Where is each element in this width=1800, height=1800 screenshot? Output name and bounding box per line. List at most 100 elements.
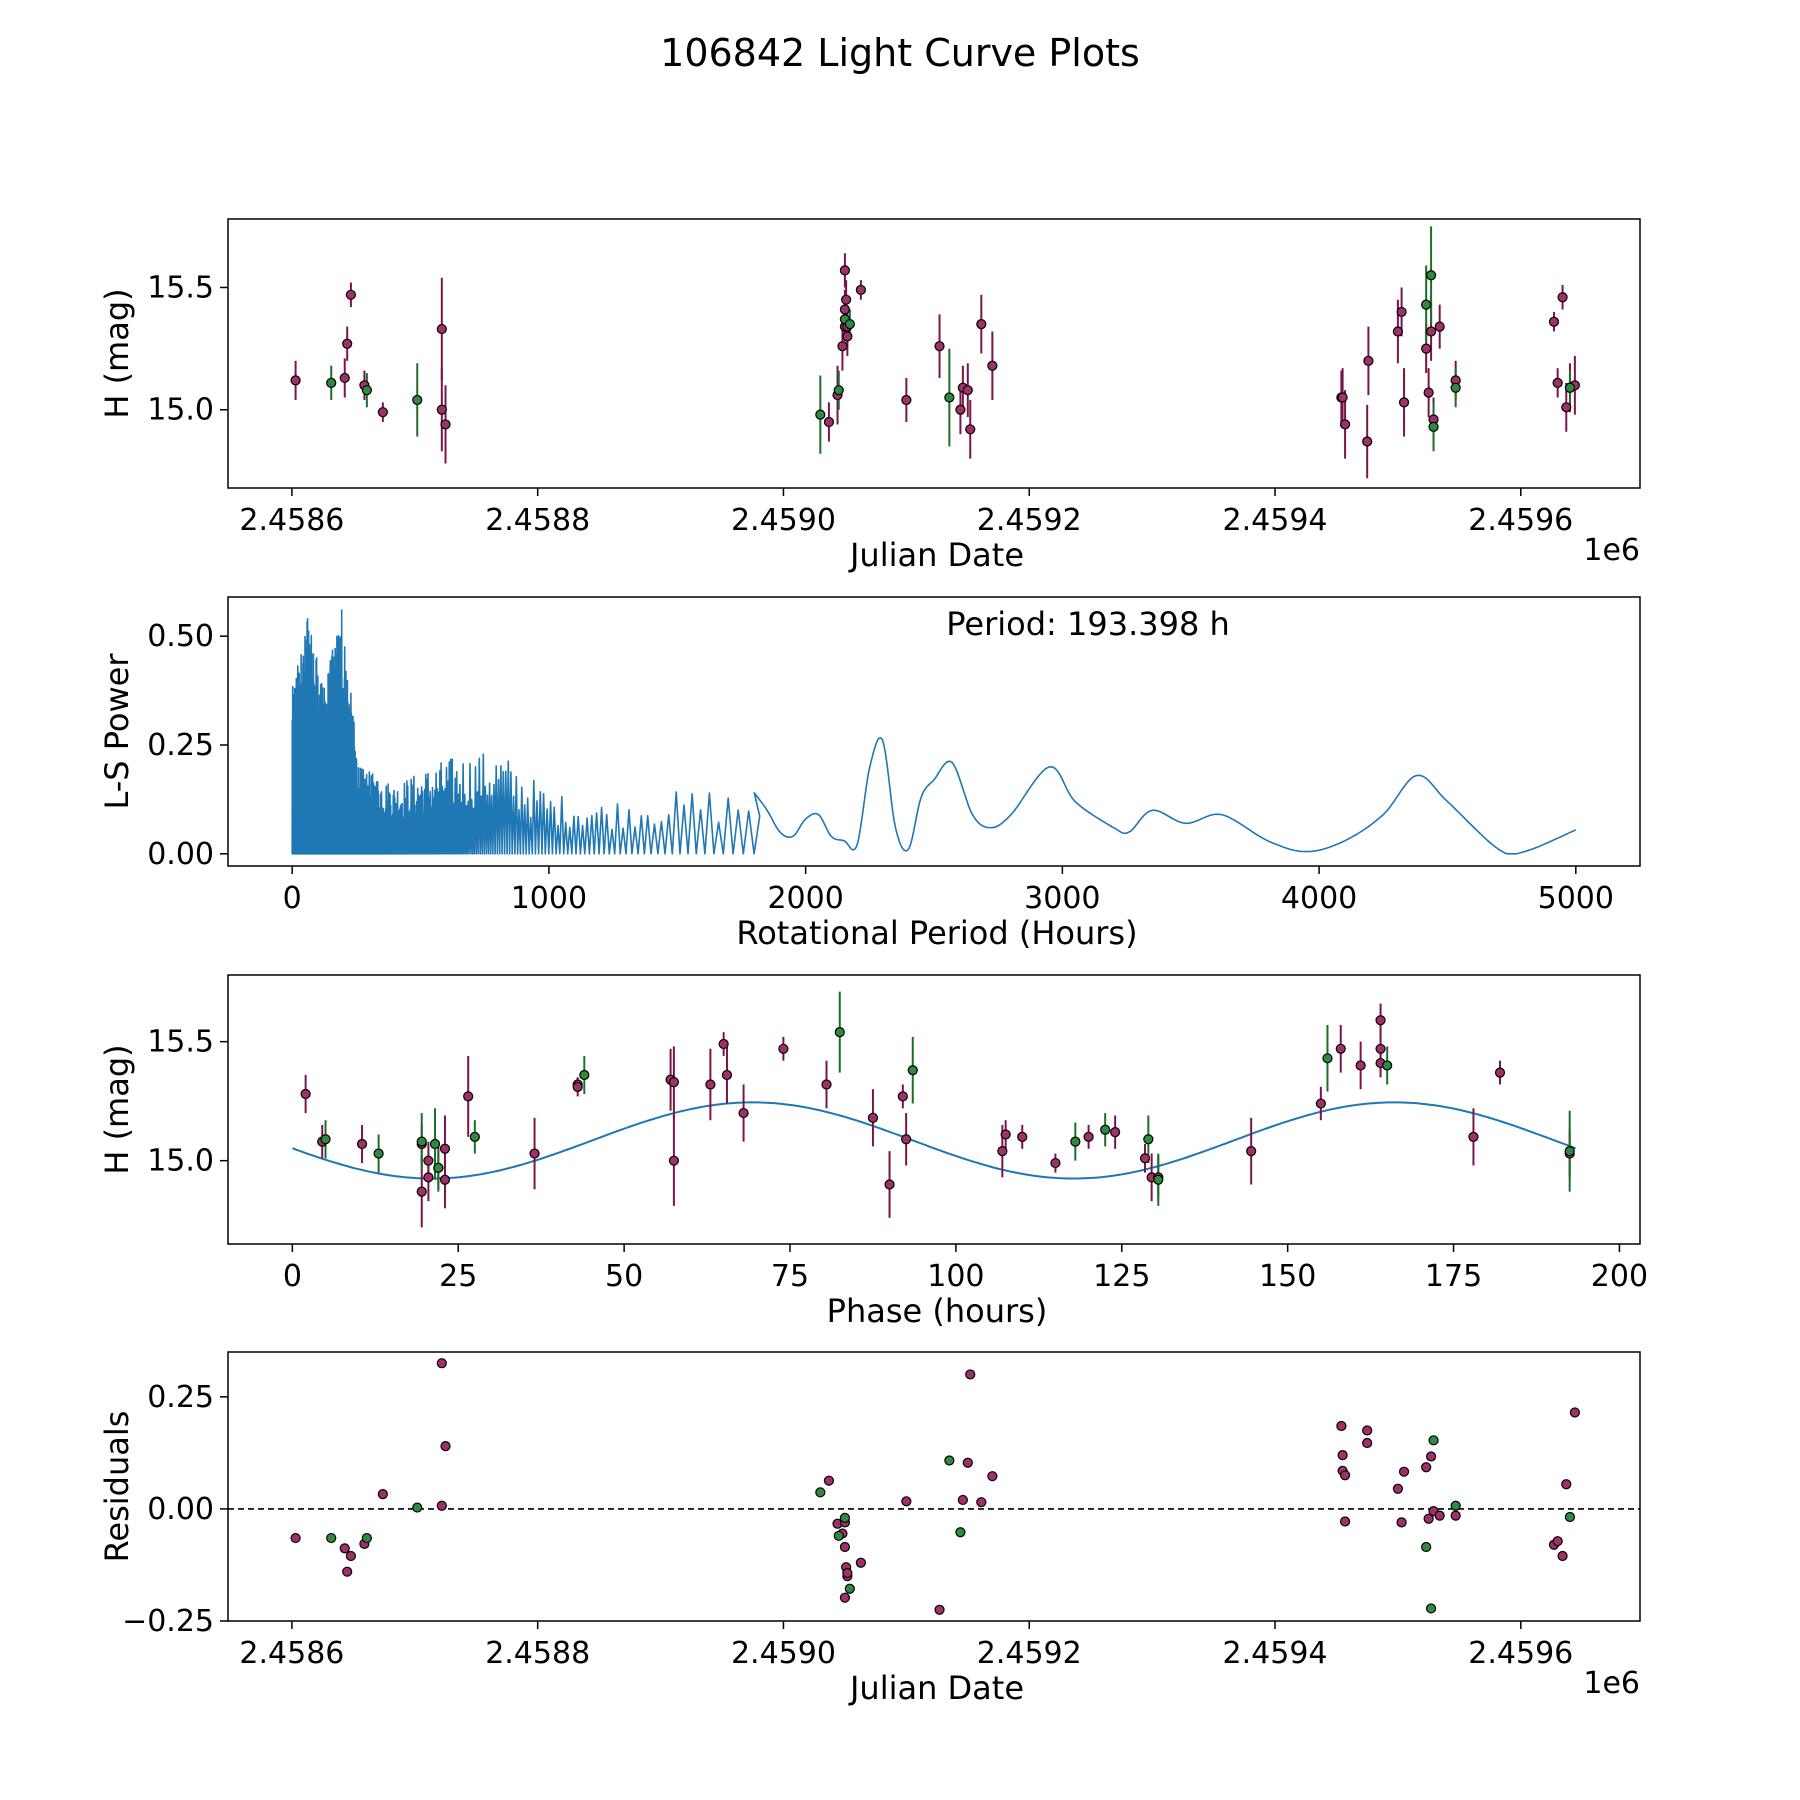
data-point-green: [834, 1027, 845, 1038]
x-tick-label: 150: [1259, 1259, 1316, 1294]
data-point-magenta: [436, 1500, 447, 1511]
data-point-magenta: [1468, 1131, 1479, 1142]
data-point-magenta: [342, 338, 353, 349]
x-tick-label: 175: [1425, 1259, 1482, 1294]
x-tick-label: 2.4588: [485, 1636, 590, 1671]
data-point-green: [833, 1530, 844, 1541]
data-point-magenta: [839, 1592, 851, 1603]
data-point-magenta: [1557, 1550, 1568, 1562]
data-point-magenta: [718, 1038, 729, 1050]
data-point-magenta: [1337, 1450, 1348, 1461]
data-point-magenta: [962, 1457, 973, 1468]
data-point-magenta: [345, 289, 356, 300]
x-tick-label: 2.4596: [1468, 1636, 1573, 1671]
x-tick-label: 125: [1093, 1259, 1150, 1294]
data-point-magenta: [1423, 1513, 1434, 1524]
data-point-magenta: [855, 1557, 866, 1568]
data-point-magenta: [529, 1148, 540, 1159]
data-point-green: [1143, 1134, 1154, 1145]
data-point-magenta: [901, 394, 912, 406]
data-point-magenta: [1362, 1425, 1373, 1436]
x-tick-label: 2000: [767, 881, 843, 916]
data-point-magenta: [1363, 355, 1374, 366]
x-tick-label: 2.4596: [1468, 503, 1573, 538]
lightcurve-axes: 2.4586 2.4588 2.4590 2.4592 2.4594 2.4596 15.0…: [98, 218, 1641, 574]
y-axis-label: H (mag): [98, 288, 136, 418]
data-point-magenta: [1246, 1146, 1257, 1157]
data-point-green: [373, 1148, 384, 1159]
data-point-magenta: [842, 331, 853, 342]
y-tick-label: −0.25: [122, 1604, 214, 1639]
data-point-green: [907, 1065, 918, 1076]
figure-title: 106842 Light Curve Plots: [660, 31, 1140, 75]
data-point-magenta: [1561, 402, 1572, 413]
data-point-green: [326, 377, 337, 388]
data-point-magenta: [721, 1069, 733, 1081]
data-point-magenta: [957, 1494, 968, 1506]
data-point-magenta: [837, 341, 848, 352]
data-point-magenta: [987, 1471, 998, 1482]
data-point-magenta: [1110, 1127, 1121, 1138]
data-point-magenta: [842, 1567, 853, 1579]
data-point-green: [1421, 1541, 1432, 1553]
data-point-green: [955, 1527, 966, 1538]
data-point-green: [1564, 1146, 1575, 1157]
data-point-magenta: [436, 404, 447, 415]
data-point-green: [1070, 1136, 1081, 1147]
data-point-magenta: [1362, 1437, 1373, 1449]
data-point-magenta: [934, 1604, 945, 1615]
data-point-green: [1382, 1060, 1393, 1071]
x-tick-label: 1000: [511, 881, 587, 916]
data-point-green: [429, 1138, 441, 1150]
data-point-magenta: [439, 1143, 451, 1154]
data-point-magenta: [901, 1134, 912, 1145]
data-point-magenta: [823, 416, 835, 428]
data-point-magenta: [1362, 436, 1373, 447]
data-point-green: [361, 1532, 372, 1544]
x-tick-label: 50: [605, 1259, 643, 1294]
data-point-green: [1153, 1174, 1164, 1185]
data-point-magenta: [1434, 321, 1445, 332]
period-annotation: Period: 193.398 h: [946, 605, 1230, 643]
y-tick-label: 0.25: [147, 1380, 214, 1415]
x-tick-label: 2.4588: [485, 503, 590, 538]
data-point-green: [1450, 382, 1461, 393]
data-point-magenta: [377, 407, 388, 418]
data-point-magenta: [377, 1489, 388, 1500]
data-point-green: [412, 1502, 423, 1513]
data-point-magenta: [1375, 1043, 1386, 1054]
data-point-green: [815, 1487, 826, 1498]
data-point-magenta: [290, 375, 301, 386]
data-point-green: [944, 392, 955, 403]
data-point-green: [815, 409, 826, 420]
y-axis-label: Residuals: [98, 1411, 136, 1563]
data-point-magenta: [987, 360, 998, 371]
data-point-magenta: [839, 265, 851, 276]
data-point-magenta: [1421, 343, 1432, 354]
y-tick-label: 15.5: [147, 1025, 214, 1060]
y-tick-label: 0.50: [147, 619, 214, 654]
data-point-magenta: [1315, 1098, 1326, 1109]
phased-plot-area: [292, 991, 1576, 1228]
data-point-magenta: [356, 1138, 368, 1150]
data-point-green: [1564, 1511, 1576, 1523]
data-point-magenta: [1339, 1470, 1351, 1481]
data-point-magenta: [1396, 306, 1407, 318]
data-point-green: [1425, 270, 1437, 281]
data-point-magenta: [1000, 1129, 1011, 1140]
periodogram-axes: 0 1000 2000 3000 4000 5000 0.00 0.25 0.50 Rotatio…: [98, 596, 1641, 952]
residuals-plot-area: [228, 1358, 1640, 1615]
y-tick-label: 15.5: [147, 270, 214, 305]
data-point-magenta: [668, 1077, 679, 1088]
data-point-magenta: [1392, 326, 1404, 337]
data-point-magenta: [821, 1079, 832, 1090]
data-point-magenta: [1552, 377, 1563, 388]
subplots: 2.4586 2.4588 2.4590 2.4592 2.4594 2.4596 15.0…: [98, 218, 1648, 1707]
axes-frame: [227, 596, 1641, 867]
axes-frame: [227, 1351, 1641, 1622]
data-point-green: [1100, 1124, 1111, 1135]
data-point-magenta: [965, 1369, 976, 1380]
data-point-magenta: [955, 404, 966, 415]
data-point-magenta: [1398, 397, 1410, 408]
data-point-magenta: [440, 419, 451, 430]
